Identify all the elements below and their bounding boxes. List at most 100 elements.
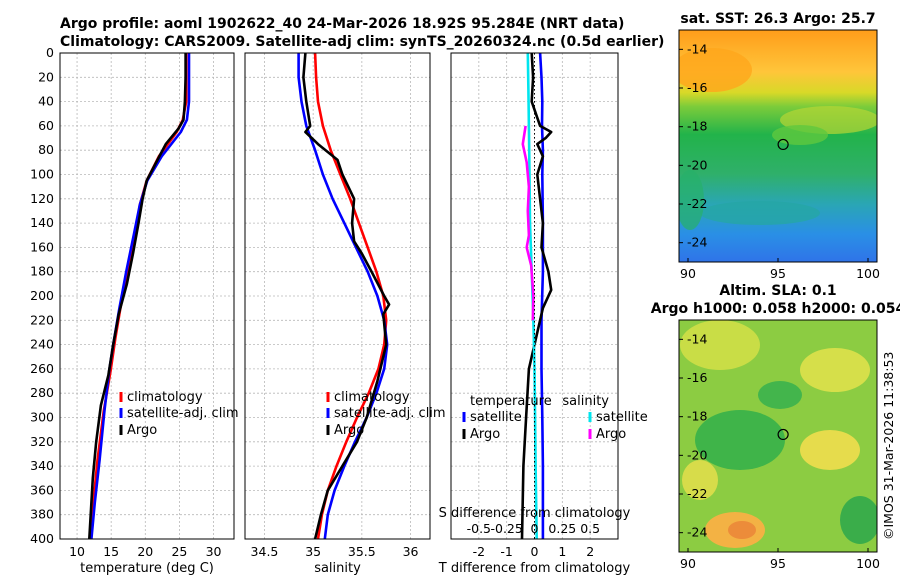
legend-title-temperature: temperature	[470, 394, 552, 409]
map-x-tick-label: 90	[680, 556, 696, 571]
plot-frame	[59, 52, 235, 540]
sla-blob-7	[728, 521, 756, 539]
sla-blob-3	[695, 410, 785, 470]
legend-label: satellite-adj. clim	[334, 406, 446, 421]
x-tick-label: 34.5	[251, 544, 279, 559]
series-argo	[88, 53, 187, 540]
map-y-tick-label: -24	[687, 235, 707, 250]
map-y-tick-label: -22	[687, 486, 707, 501]
map-x-tick-label: 95	[770, 556, 786, 571]
profile-panels: 0204060801001201401601802002202402602803…	[30, 45, 648, 576]
x-tick-label: 35.5	[348, 544, 376, 559]
sla-blob-2	[800, 348, 870, 392]
sst-map: sat. SST: 26.3 Argo: 25.7	[678, 11, 878, 263]
map-y-tick-label: -16	[687, 80, 707, 95]
x-tick-label: 35	[305, 544, 321, 559]
x-tick-label: 25	[171, 544, 187, 559]
x-tick-label: 1	[558, 544, 566, 559]
panel-2: -2 -1 0 1 2 T difference from climatology -0.5…	[438, 52, 648, 576]
sst-west-patch	[679, 170, 704, 230]
sla-blob-4	[800, 430, 860, 470]
x-axis-label: salinity	[314, 561, 361, 576]
y-tick-label: 140	[30, 215, 54, 230]
panel-1: 34.5 35 35.5 36 salinity climatologysatellite…	[244, 52, 446, 576]
y-tick-label: 300	[30, 410, 54, 425]
s-tick-label: -0.25	[490, 521, 522, 536]
y-tick-label: 120	[30, 191, 54, 206]
sla-blob-8	[840, 496, 877, 544]
panel-0: 0 20 40 60 80 100 120 140 160 180 200 220 240 260 280 3…	[30, 45, 238, 576]
sla-blob-9	[682, 460, 718, 500]
map-ticks: 90 95 100 -14 -16 -18 -20 -22 -24 90 95 100 -14 -16 -1…	[679, 41, 880, 571]
map-y-tick-label: -24	[687, 525, 707, 540]
x-tick-label: 10	[69, 544, 85, 559]
map-y-tick-label: -20	[687, 447, 707, 462]
map-y-tick-label: -18	[687, 409, 707, 424]
y-tick-label: 340	[30, 458, 54, 473]
s-axis-label: S difference from climatology	[439, 506, 631, 521]
x-tick-label: 30	[206, 544, 222, 559]
sst-warm-patch	[679, 48, 752, 92]
y-tick-label: 400	[30, 531, 54, 546]
x-tick-label: 0	[531, 544, 539, 559]
map-x-tick-label: 100	[856, 266, 880, 281]
sla-map: Altim. SLA: 0.1 Argo h1000: 0.058 h2000:…	[651, 283, 900, 553]
legend-label: satellite	[470, 410, 522, 425]
map-y-tick-label: -16	[687, 370, 707, 385]
sst-argo-marker	[777, 138, 789, 151]
sst-title: sat. SST: 26.3 Argo: 25.7	[680, 11, 875, 27]
map-y-tick-label: -20	[687, 157, 707, 172]
header-line-1: Argo profile: aoml 1902622_40 24-Mar-202…	[60, 16, 624, 32]
sst-green-patch	[772, 125, 828, 145]
y-tick-label: 240	[30, 337, 54, 352]
map-y-tick-label: -22	[687, 196, 707, 211]
x-tick-label: 2	[586, 544, 594, 559]
imos-stamp: ©IMOS 31-Mar-2026 11:38:53	[881, 352, 896, 540]
s-tick-label: -0.5	[467, 521, 491, 536]
y-tick-label: 20	[38, 69, 54, 84]
legend-label: climatology	[127, 390, 203, 405]
x-tick-label: -2	[473, 544, 485, 559]
y-tick-label: 40	[38, 94, 54, 109]
legend-label: Argo	[470, 427, 500, 442]
sla-argo-marker	[777, 428, 789, 441]
sla-blob-5	[758, 381, 802, 409]
legend-label: climatology	[334, 390, 410, 405]
sst-teal-patch	[700, 201, 820, 225]
map-y-tick-label: -14	[687, 41, 707, 56]
y-tick-label: 260	[30, 361, 54, 376]
legend-label: satellite	[596, 410, 648, 425]
map-x-tick-label: 100	[856, 556, 880, 571]
s-tick-label: 0	[531, 521, 539, 536]
y-tick-label: 60	[38, 118, 54, 133]
sla-blob-1	[680, 320, 760, 370]
x-tick-label: 36	[403, 544, 419, 559]
s-tick-label: 0.25	[548, 521, 576, 536]
map-x-tick-label: 90	[680, 266, 696, 281]
y-tick-label: 360	[30, 482, 54, 497]
x-tick-label: 20	[137, 544, 153, 559]
sla-title-1: Altim. SLA: 0.1	[719, 283, 836, 299]
x-axis-label: T difference from climatology	[438, 561, 631, 576]
map-y-tick-label: -14	[687, 331, 707, 346]
y-tick-label: 320	[30, 434, 54, 449]
legend-label: Argo	[127, 423, 157, 438]
s-tick-label: 0.5	[580, 521, 600, 536]
legend-label: satellite-adj. clim	[127, 406, 239, 421]
y-tick-label: 80	[38, 142, 54, 157]
y-tick-label: 180	[30, 264, 54, 279]
map-y-tick-label: -18	[687, 119, 707, 134]
plot-frame	[244, 52, 431, 540]
legend-title-salinity: salinity	[562, 394, 609, 409]
y-tick-label: 160	[30, 239, 54, 254]
map-x-tick-label: 95	[770, 266, 786, 281]
x-tick-label: -1	[500, 544, 512, 559]
legend-label: Argo	[596, 427, 626, 442]
y-tick-label: 280	[30, 385, 54, 400]
series-satellite-adj-clim	[90, 53, 191, 540]
x-tick-label: 15	[103, 544, 119, 559]
y-tick-label: 220	[30, 312, 54, 327]
header-line-2: Climatology: CARS2009. Satellite-adj cli…	[60, 34, 664, 50]
series-argo	[302, 52, 391, 540]
